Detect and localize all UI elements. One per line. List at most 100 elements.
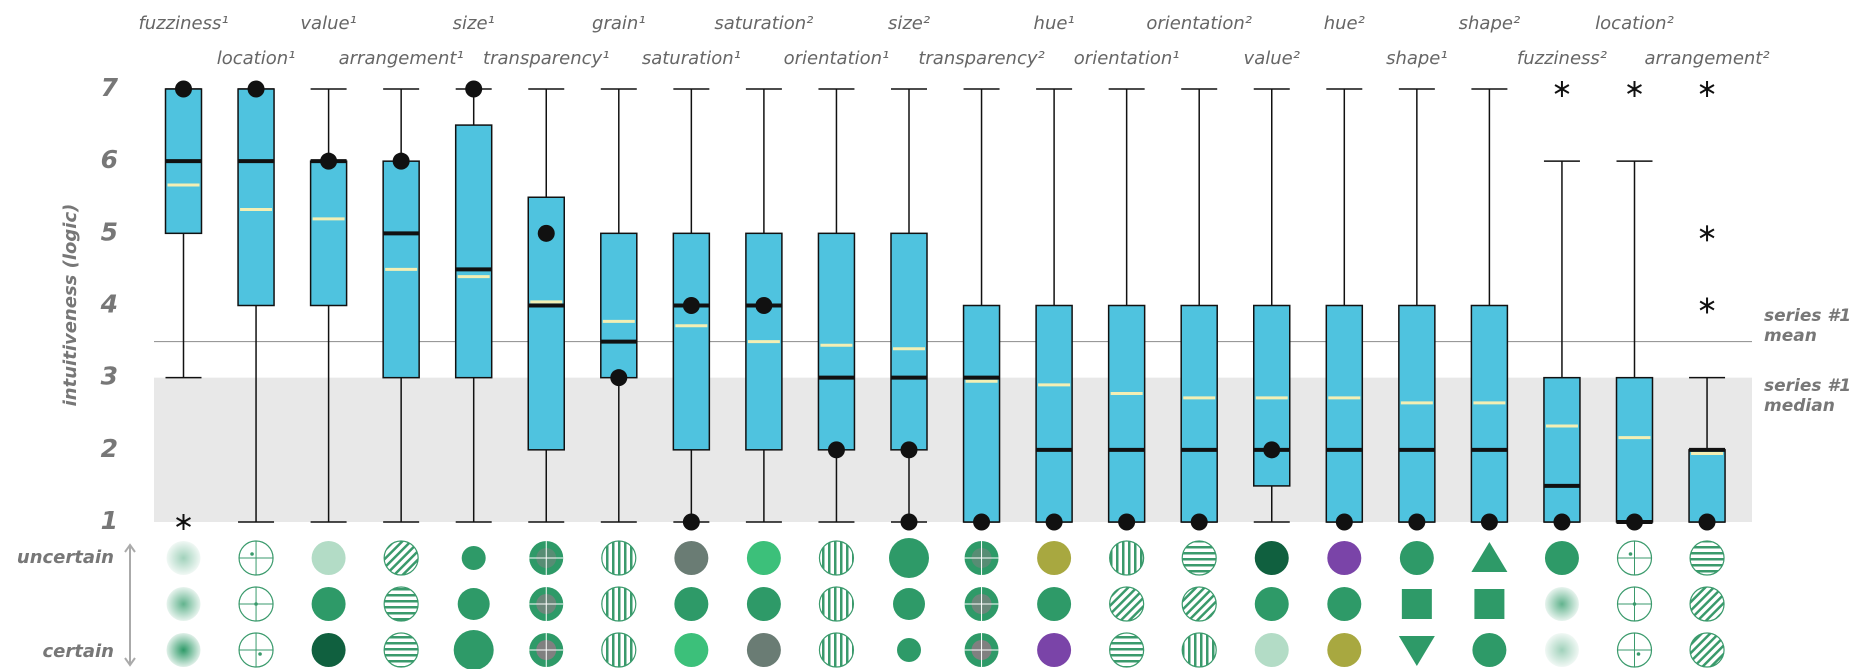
box	[1398, 304, 1436, 523]
box	[1470, 304, 1509, 523]
icon	[1327, 587, 1362, 621]
icon	[258, 652, 262, 656]
icon	[1181, 632, 1217, 668]
icon	[311, 587, 346, 621]
box	[1035, 304, 1073, 523]
mode-dot	[392, 152, 410, 170]
y-tick-label: 2	[101, 434, 118, 463]
outlier-stroke	[1627, 84, 1642, 94]
icon	[1471, 542, 1508, 572]
box	[1615, 376, 1654, 523]
shaded-band	[154, 377, 1752, 522]
box	[1107, 304, 1146, 523]
icon	[311, 541, 346, 575]
category-label: arrangement¹	[339, 48, 464, 69]
box	[600, 232, 638, 379]
icon	[1398, 636, 1435, 666]
icon	[1109, 632, 1145, 668]
icon	[1472, 633, 1507, 667]
category-label: orientation¹	[1074, 48, 1180, 69]
icon	[674, 587, 709, 621]
icon	[674, 633, 709, 667]
mode-dot	[610, 369, 628, 387]
icon	[746, 633, 781, 667]
outlier	[1699, 225, 1715, 242]
mode-dot	[682, 297, 700, 314]
icon	[461, 546, 486, 570]
side-label: series #1 mean	[1764, 306, 1851, 346]
y-tick-label: 6	[101, 145, 118, 174]
icon	[1544, 541, 1579, 575]
y-tick-label: 7	[101, 73, 119, 102]
category-label: hue¹	[1034, 13, 1075, 34]
icon	[1037, 541, 1072, 575]
icon	[889, 538, 929, 578]
icon	[1544, 587, 1579, 621]
mode-dot	[1045, 513, 1063, 531]
outlier	[176, 514, 191, 530]
outlier	[1554, 81, 1570, 97]
icon	[1037, 587, 1072, 621]
icon	[601, 632, 637, 668]
box	[1253, 304, 1291, 487]
box	[672, 232, 711, 451]
icon	[893, 588, 925, 620]
icon	[383, 632, 419, 668]
icon	[383, 586, 419, 622]
category-label: shape²	[1459, 13, 1521, 34]
icon	[166, 633, 201, 667]
mode-dot	[755, 297, 773, 314]
mode-dot	[175, 80, 192, 98]
icon	[457, 588, 490, 620]
outlier-stroke	[1699, 300, 1715, 311]
row-label: uncertain	[17, 547, 114, 568]
mode-dot	[465, 80, 483, 98]
mode-dot	[320, 152, 338, 170]
icon	[1689, 586, 1725, 622]
category-label: shape¹	[1386, 48, 1448, 69]
icon	[1636, 652, 1641, 656]
row-label: certain	[43, 641, 115, 662]
y-tick-label: 3	[101, 362, 118, 391]
icon	[897, 638, 921, 662]
icon	[1399, 541, 1434, 575]
category-label: grain¹	[592, 13, 645, 34]
icon	[818, 540, 855, 576]
category-label: size²	[888, 13, 930, 34]
icon	[1037, 633, 1072, 667]
mode-dot	[1480, 513, 1498, 531]
icon	[311, 633, 346, 667]
icon	[1628, 552, 1633, 556]
mode-dot	[1263, 441, 1281, 459]
icon	[1544, 633, 1579, 667]
category-label: arrangement²	[1645, 48, 1770, 69]
icon	[601, 586, 637, 622]
category-label: value²	[1244, 48, 1300, 69]
y-tick-label: 5	[101, 217, 118, 246]
mode-dot	[827, 441, 845, 459]
outlier	[1699, 297, 1715, 314]
category-label: location²	[1595, 13, 1674, 34]
outlier	[1699, 81, 1715, 97]
icon	[1327, 633, 1362, 667]
category-label: fuzziness²	[1517, 48, 1607, 69]
icon	[746, 541, 781, 575]
category-label: orientation²	[1146, 13, 1252, 34]
icon	[818, 632, 855, 668]
mode-dot	[247, 80, 265, 98]
box	[890, 232, 928, 451]
outlier	[1627, 81, 1642, 97]
category-label: value¹	[300, 13, 356, 34]
icon	[1689, 632, 1725, 668]
box	[1325, 304, 1364, 523]
box	[1688, 449, 1726, 523]
certainty-arrow	[124, 543, 136, 667]
box	[309, 160, 348, 307]
mode-dot	[1335, 513, 1353, 531]
box	[237, 88, 275, 307]
y-tick-label: 4	[100, 290, 118, 319]
icon	[1327, 541, 1362, 575]
icon	[453, 630, 494, 669]
mode-dot	[1190, 513, 1208, 531]
y-tick-label: 1	[101, 506, 118, 535]
